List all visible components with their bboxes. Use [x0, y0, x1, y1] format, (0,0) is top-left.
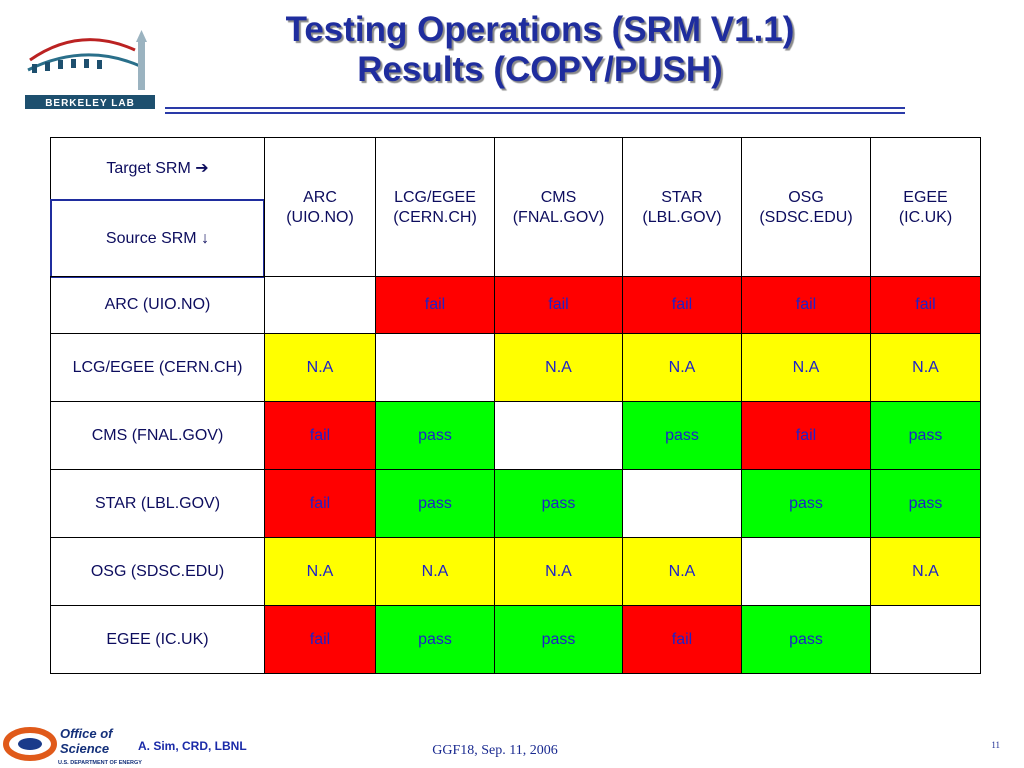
result-cell: fail [870, 276, 981, 334]
result-cell: N.A [741, 333, 871, 402]
result-cell: fail [264, 401, 376, 470]
column-site: (UIO.NO) [286, 208, 354, 226]
column-name: OSG [788, 188, 824, 206]
result-cell: pass [870, 469, 981, 538]
column-header: CMS (FNAL.GOV) [494, 137, 623, 278]
berkeley-logo: BERKELEY LAB [25, 30, 155, 109]
column-header: LCG/EGEE (CERN.CH) [375, 137, 495, 278]
result-cell: fail [741, 401, 871, 470]
column-name: CMS [540, 188, 577, 206]
result-cell [870, 605, 981, 674]
doe-logo: Office of Science U.S. DEPARTMENT OF ENE… [3, 726, 142, 766]
column-site: (CERN.CH) [393, 208, 477, 226]
logo-text: BERKELEY LAB [45, 98, 135, 109]
result-cell: N.A [494, 537, 623, 606]
row-header: CMS (FNAL.GOV) [50, 401, 265, 470]
column-header: OSG (SDSC.EDU) [741, 137, 871, 278]
result-cell: N.A [264, 333, 376, 402]
event: GGF18, Sep. 11, 2006 [432, 743, 558, 758]
column-site: (IC.UK) [898, 208, 953, 226]
target-label: Target SRM ➔ [50, 137, 265, 200]
column-site: (SDSC.EDU) [759, 208, 853, 226]
row-header: ARC (UIO.NO) [50, 276, 265, 334]
result-cell: fail [375, 276, 495, 334]
result-cell: N.A [870, 333, 981, 402]
column-name: STAR [661, 188, 703, 206]
column-header: EGEE (IC.UK) [870, 137, 981, 278]
row-header: OSG (SDSC.EDU) [50, 537, 265, 606]
column-site: (FNAL.GOV) [512, 208, 605, 226]
result-cell [264, 276, 376, 334]
results-table: Target SRM ➔ Source SRM ↓ ARC (UIO.NO) LCG/E… [50, 137, 981, 674]
column-header: ARC (UIO.NO) [264, 137, 376, 278]
result-cell: pass [375, 401, 495, 470]
result-cell: fail [622, 276, 742, 334]
column-name: EGEE [903, 188, 948, 206]
title: Testing Operations (SRM V1.1) [285, 10, 795, 49]
result-cell: pass [870, 401, 981, 470]
office-line: Science [60, 741, 109, 756]
office-line: Office of [60, 726, 114, 741]
column-header: STAR (LBL.GOV) [622, 137, 742, 278]
result-cell: pass [375, 469, 495, 538]
result-cell: N.A [622, 333, 742, 402]
result-cell: N.A [870, 537, 981, 606]
column-name: ARC [303, 188, 337, 206]
result-cell: fail [264, 605, 376, 674]
result-cell: pass [494, 605, 623, 674]
department: U.S. DEPARTMENT OF ENERGY [58, 760, 142, 766]
result-cell [622, 469, 742, 538]
result-cell: fail [741, 276, 871, 334]
result-cell: pass [741, 469, 871, 538]
result-cell: pass [375, 605, 495, 674]
title: Results (COPY/PUSH) [357, 50, 723, 89]
author: A. Sim, CRD, LBNL [138, 739, 247, 753]
result-cell: fail [494, 276, 623, 334]
result-cell: N.A [494, 333, 623, 402]
row-header: EGEE (IC.UK) [50, 605, 265, 674]
source-label: Source SRM ↓ [50, 199, 265, 278]
result-cell: N.A [375, 537, 495, 606]
result-cell: fail [264, 469, 376, 538]
result-cell [375, 333, 495, 402]
result-cell: pass [494, 469, 623, 538]
result-cell: pass [741, 605, 871, 674]
row-header: LCG/EGEE (CERN.CH) [50, 333, 265, 402]
page-number: 11 [991, 740, 1000, 750]
result-cell: fail [622, 605, 742, 674]
row-header: STAR (LBL.GOV) [50, 469, 265, 538]
result-cell: N.A [264, 537, 376, 606]
column-name: LCG/EGEE [394, 188, 476, 206]
result-cell [494, 401, 623, 470]
result-cell [741, 537, 871, 606]
column-site: (LBL.GOV) [642, 208, 722, 226]
result-cell: pass [622, 401, 742, 470]
result-cell: N.A [622, 537, 742, 606]
